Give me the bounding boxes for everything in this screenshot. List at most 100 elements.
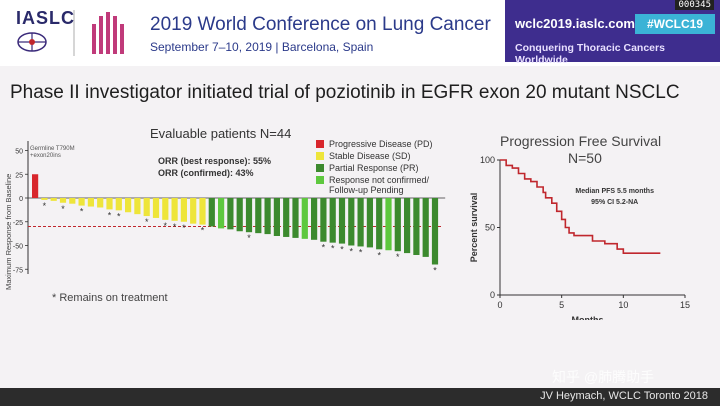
waterfall-bar [87,198,94,207]
pfs-x-axis-label: Months [572,315,604,320]
conference-subtitle: September 7–10, 2019 | Barcelona, Spain [150,40,374,54]
remains-on-treatment-note: * Remains on treatment [52,292,168,304]
conference-title: 2019 World Conference on Lung Cancer [150,14,491,35]
waterfall-bar [162,198,169,220]
y-tick-label: -25 [13,220,23,227]
legend-item-pd: Progressive Disease (PD) [316,139,446,151]
waterfall-bar [41,198,48,200]
remains-star-icon: * [61,204,65,214]
waterfall-bar [125,198,132,213]
germline-note: Germline T790M +exon20ins [30,146,75,160]
remains-star-icon: * [377,250,381,260]
slide-footer: JV Heymach, WCLC Toronto 2018 [0,388,720,406]
waterfall-bar [78,198,85,206]
footer-credit: JV Heymach, WCLC Toronto 2018 [540,390,708,402]
waterfall-bar [348,198,355,246]
lungs-logo-icon [17,10,128,56]
legend-swatch [316,140,324,148]
waterfall-bar [32,174,39,198]
waterfall-bar [394,198,401,252]
waterfall-bar [273,198,280,236]
waterfall-bar [143,198,150,217]
hashtag-badge: #WCLC19 [635,14,715,34]
remains-star-icon: * [433,266,437,276]
remains-star-icon: * [164,221,168,231]
legend-label: Response not confirmed/ Follow-up Pendin… [329,175,430,195]
waterfall-bar [301,198,308,239]
waterfall-chart: -75 -50 -25 0 25 50 * * * * * * * * * * * * * * * * * * * [13,141,446,276]
remains-star-icon: * [359,247,363,257]
remains-star-icon: * [322,243,326,253]
remains-star-icon: * [247,233,251,243]
remains-star-icon: * [43,201,47,211]
remains-star-icon: * [173,222,177,232]
waterfall-bar [218,198,225,229]
legend-label: Stable Disease (SD) [329,151,411,161]
waterfall-bar [320,198,327,242]
waterfall-bar [404,198,411,254]
pfs-curve [500,159,661,254]
slide-counter: 000345 [675,0,714,10]
remains-star-icon: * [396,252,400,262]
orr-best: ORR (best response): 55% [158,156,272,166]
evaluable-patients-label: Evaluable patients N=44 [150,126,292,141]
y-tick-label: 25 [15,172,23,179]
pfs-n: N=50 [568,150,602,166]
orr-confirmed: ORR (confirmed): 43% [158,168,254,178]
legend-swatch [316,164,324,172]
star-icon: * [52,292,57,304]
waterfall-bar [338,198,346,244]
remains-star-icon: * [201,226,205,236]
waterfall-bar [208,198,215,227]
waterfall-bar [431,198,439,265]
waterfall-bar [236,198,243,232]
waterfall-bar [134,198,141,215]
legend-item-pr: Partial Response (PR) [316,163,446,175]
waterfall-bar [180,198,187,222]
pfs-y-tick-label: 100 [480,155,495,165]
germline-note-line-2: +exon20ins [30,153,61,159]
pfs-x-tick-label: 5 [559,300,564,310]
remains-star-icon: * [108,210,112,220]
pfs-x-tick-label: 10 [618,300,628,310]
pfs-y-tick-label: 50 [485,223,495,233]
pfs-x-tick-label: 0 [497,300,502,310]
germline-note-line-1: Germline T790M [30,146,75,152]
waterfall-bar [115,198,122,211]
remains-star-icon: * [340,245,344,255]
pfs-y-axis-label: Percent survival [469,193,479,263]
remains-star-icon: * [145,217,149,227]
legend-swatch [316,152,324,160]
waterfall-bar [227,198,234,230]
waterfall-bar [357,198,364,247]
remains-label: Remains on treatment [59,292,168,304]
legend-item-not-confirmed: Response not confirmed/ Follow-up Pendin… [316,175,446,197]
pfs-x-tick-label: 15 [680,300,690,310]
waterfall-bar [50,198,57,201]
waterfall-bar [152,198,160,218]
y-tick-label: -50 [13,244,23,251]
waterfall-bar [255,198,262,234]
slide-title: Phase II investigator initiated trial of… [10,82,680,103]
legend-label: Progressive Disease (PD) [329,139,433,149]
y-tick-label: 0 [19,196,23,203]
banner-tagline: Conquering Thoracic Cancers Worldwide [515,42,665,66]
waterfall-bar [69,198,76,204]
remains-star-icon: * [331,244,335,254]
orr-summary: ORR (best response): 55% ORR (confirmed)… [158,155,271,179]
conference-url: wclc2019.iaslc.com [515,16,635,31]
conference-header: IASLC 2019 World Conference on Lung Canc… [0,0,720,66]
waterfall-bar [171,198,178,221]
waterfall-bar [292,198,299,238]
remains-star-icon: * [182,223,186,233]
waterfall-bar [385,198,392,251]
legend-label: Partial Response (PR) [329,163,419,173]
legend-item-sd: Stable Disease (SD) [316,151,446,163]
pfs-chart: 0 5 10 15 0 50 100 Months Percent survival Median… [469,155,690,320]
waterfall-bar [311,198,318,240]
pfs-ci-annotation: 95% CI 5.2-NA [591,199,638,206]
y-tick-label: 50 [15,149,23,156]
remains-star-icon: * [117,211,121,221]
waterfall-bar [329,198,336,243]
